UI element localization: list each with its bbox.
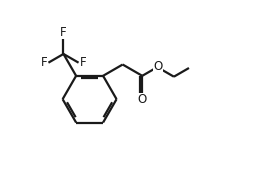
Text: F: F [60, 26, 67, 39]
Text: O: O [154, 60, 163, 73]
Text: F: F [80, 56, 86, 69]
Text: F: F [41, 56, 47, 69]
Text: O: O [138, 93, 147, 106]
